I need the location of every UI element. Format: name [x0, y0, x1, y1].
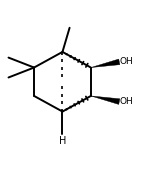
Text: OH: OH [120, 97, 134, 106]
Text: H: H [59, 136, 66, 146]
Polygon shape [91, 59, 120, 68]
Polygon shape [91, 96, 120, 104]
Text: OH: OH [120, 57, 134, 66]
